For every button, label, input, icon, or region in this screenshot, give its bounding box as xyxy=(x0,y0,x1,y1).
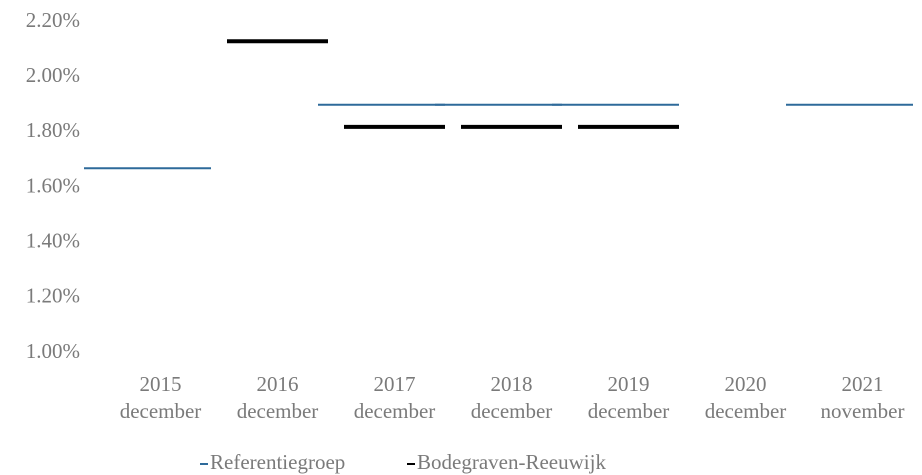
legend-swatch xyxy=(407,463,415,466)
legend-swatch xyxy=(200,463,208,466)
x-tick-label: 2015 december xyxy=(119,372,202,423)
y-tick-label: 1.60% xyxy=(26,173,80,197)
x-tick-label: 2016 december xyxy=(236,372,319,423)
y-tick-label: 2.20% xyxy=(26,8,80,32)
x-tick-label: 2019 december xyxy=(587,372,670,423)
x-tick-label: 2021 november xyxy=(820,372,905,423)
legend-item: Bodegraven-Reeuwijk xyxy=(407,450,606,475)
y-tick-label: 1.80% xyxy=(26,118,80,142)
x-tick-label: 2017 december xyxy=(353,372,436,423)
legend-item: Referentiegroep xyxy=(200,450,345,475)
x-tick-label: 2018 december xyxy=(470,372,553,423)
y-tick-label: 1.20% xyxy=(26,284,80,308)
y-tick-label: 2.00% xyxy=(26,63,80,87)
legend-label: Referentiegroep xyxy=(210,450,346,474)
x-tick-label: 2020 december xyxy=(704,372,787,423)
y-tick-label: 1.00% xyxy=(26,339,80,363)
y-tick-label: 1.40% xyxy=(26,228,80,252)
legend-label: Bodegraven-Reeuwijk xyxy=(417,450,606,474)
